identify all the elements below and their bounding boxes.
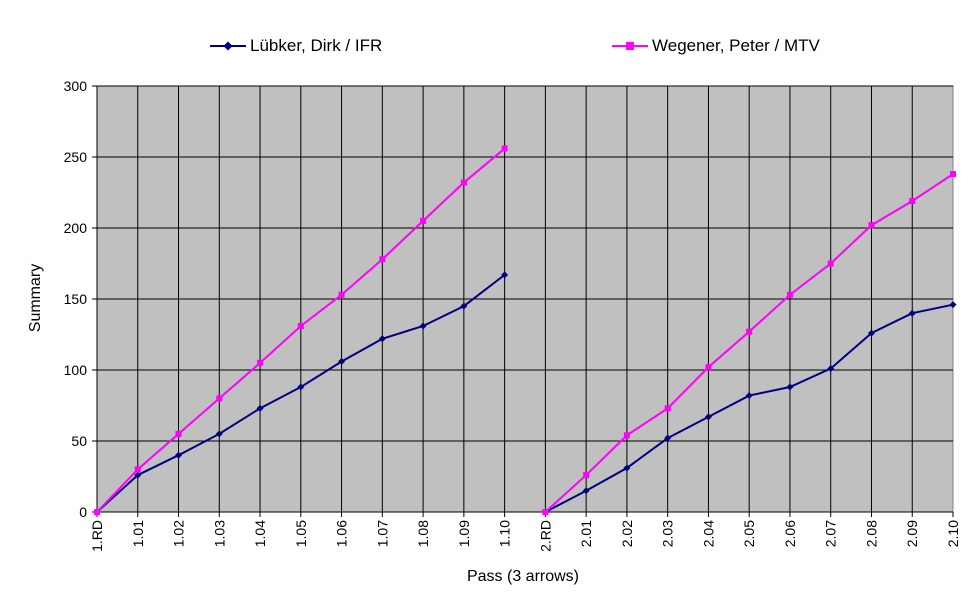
data-point <box>623 464 631 472</box>
y-tick-label: 250 <box>64 149 88 165</box>
data-point <box>746 328 753 335</box>
x-tick-label: 2.04 <box>700 520 716 547</box>
x-tick-label: 2.02 <box>619 520 635 547</box>
series-2 <box>94 145 956 515</box>
data-point <box>501 145 508 152</box>
y-tick-label: 0 <box>79 504 87 520</box>
x-tick-label: 1.09 <box>456 520 472 547</box>
data-point <box>786 291 793 298</box>
data-point <box>745 392 753 400</box>
x-tick-label: 1.02 <box>171 520 187 547</box>
x-tick-label: 2.05 <box>741 520 757 547</box>
x-tick-label: 1.RD <box>89 520 105 552</box>
series-group <box>93 145 957 516</box>
data-point <box>297 383 305 391</box>
data-point <box>949 301 957 309</box>
x-tick-label: 1.08 <box>415 520 431 547</box>
y-tick-label: 200 <box>64 220 88 236</box>
x-tick-label: 1.03 <box>211 520 227 547</box>
data-point <box>460 179 467 186</box>
data-point <box>908 309 916 317</box>
data-point <box>94 509 100 515</box>
x-tick-label: 1.04 <box>252 520 268 547</box>
data-point <box>868 222 875 229</box>
data-point <box>338 357 346 365</box>
data-point <box>705 364 712 371</box>
legend-label-series-2: Wegener, Peter / MTV <box>652 36 820 55</box>
data-point <box>338 291 345 298</box>
x-tick-label: 2.10 <box>945 520 961 547</box>
x-axis-title: Pass (3 arrows) <box>466 568 580 585</box>
data-point <box>501 271 509 279</box>
x-tick-label: 1.01 <box>130 520 146 547</box>
x-tick-label: 2.01 <box>578 520 594 547</box>
legend-swatch-series-1 <box>210 41 246 51</box>
data-point <box>175 451 183 459</box>
data-point <box>827 365 835 373</box>
y-tick-label: 300 <box>64 78 88 94</box>
x-tick-label: 1.05 <box>293 520 309 547</box>
data-point <box>460 302 468 310</box>
data-point <box>909 198 916 205</box>
square-marker-icon <box>626 42 634 50</box>
x-tick-label: 2.08 <box>863 520 879 547</box>
data-point <box>867 329 875 337</box>
data-point <box>134 466 141 473</box>
data-point <box>583 472 590 479</box>
data-point <box>582 487 590 495</box>
data-point <box>704 413 712 421</box>
y-tick-label: 50 <box>71 433 87 449</box>
x-tick-label: 2.06 <box>782 520 798 547</box>
data-point <box>379 256 386 263</box>
data-point <box>175 430 182 437</box>
y-axis-title: Summary <box>27 263 44 333</box>
x-tick-label: 2.07 <box>823 520 839 547</box>
data-point <box>378 335 386 343</box>
data-point <box>216 395 223 402</box>
data-point <box>419 322 427 330</box>
data-point <box>256 404 264 412</box>
x-axis-ticks: 1.RD 1.01 1.02 1.03 1.04 1.05 1.06 1.07 1.08 1.09… <box>89 511 961 552</box>
data-point <box>950 171 956 178</box>
data-point <box>786 383 794 391</box>
legend-label-series-1: Lübker, Dirk / IFR <box>250 36 383 55</box>
x-tick-label: 1.07 <box>374 520 390 547</box>
data-point <box>215 430 223 438</box>
data-point <box>664 405 671 412</box>
legend-item-series-1: Lübker, Dirk / IFR <box>210 34 382 58</box>
diamond-marker-icon <box>223 41 233 51</box>
y-tick-label: 100 <box>64 362 88 378</box>
data-point <box>664 434 672 442</box>
data-point <box>623 432 630 439</box>
x-tick-label: 2.09 <box>904 520 920 547</box>
data-point <box>257 359 264 366</box>
y-tick-label: 150 <box>64 291 88 307</box>
x-tick-label: 2.03 <box>660 520 676 547</box>
legend-item-series-2: Wegener, Peter / MTV <box>612 34 820 58</box>
data-point <box>297 322 304 329</box>
data-point <box>420 217 427 224</box>
x-tick-label: 2.RD <box>537 520 553 552</box>
data-point <box>542 509 549 515</box>
y-axis-ticks: 0 50 100 150 200 250 300 <box>64 78 98 520</box>
x-tick-label: 1.06 <box>334 520 350 547</box>
x-tick-label: 1.10 <box>497 520 513 547</box>
data-point <box>134 471 142 479</box>
data-point <box>827 260 834 267</box>
legend-swatch-series-2 <box>612 42 648 50</box>
